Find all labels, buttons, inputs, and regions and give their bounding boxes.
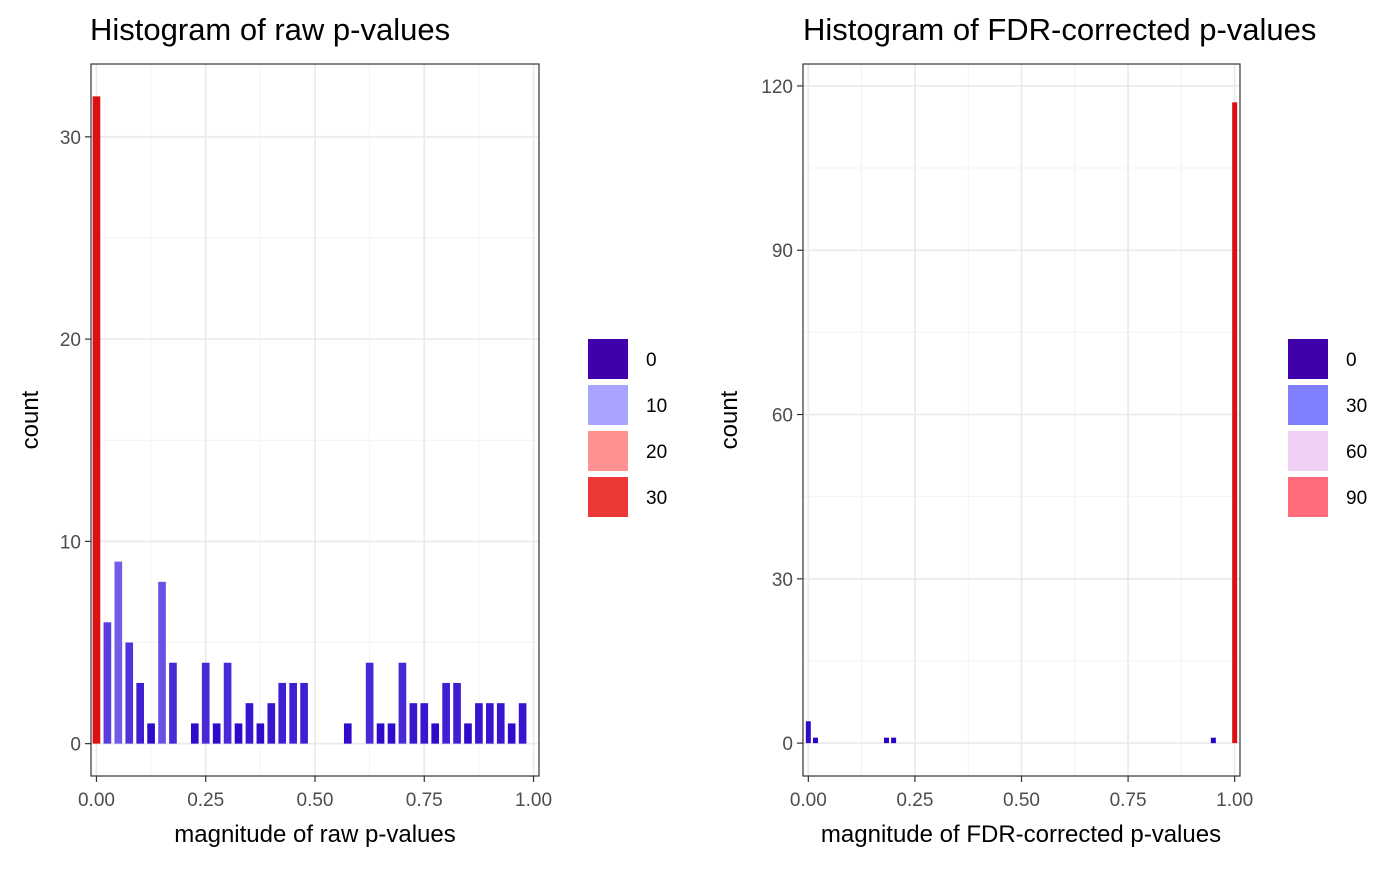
y-tick-label: 0 [782, 734, 793, 755]
histogram-bar [212, 723, 221, 744]
x-tick-label: 1.00 [1216, 790, 1253, 811]
histogram-bar [891, 737, 897, 744]
legend-label: 0 [646, 350, 657, 371]
legend-label: 30 [1346, 396, 1367, 417]
histogram-bar [92, 96, 101, 744]
histogram-bar [158, 581, 166, 744]
histogram-bar [805, 721, 811, 744]
legend: 0 10 20 30 [588, 339, 667, 517]
x-axis: 0.00 0.25 0.50 0.75 1.00 [790, 776, 1253, 811]
histogram-bar [486, 703, 494, 744]
chart-title: Histogram of FDR-corrected p-values [803, 12, 1316, 47]
histogram-bar [518, 703, 527, 744]
histogram-bar [147, 723, 155, 744]
x-axis: 0.00 0.25 0.50 0.75 1.00 [78, 776, 552, 811]
legend-label: 60 [1346, 442, 1367, 463]
raw-pvalues-panel: Histogram of raw p-values 0.00 0.25 0.50 0.… [17, 12, 667, 848]
histogram-bar [431, 723, 440, 744]
histogram-bar [387, 723, 396, 744]
y-tick-label: 10 [60, 532, 81, 553]
x-tick-label: 0.75 [406, 790, 443, 811]
histogram-bar [409, 703, 418, 744]
x-tick-label: 1.00 [515, 790, 552, 811]
histogram-bar [190, 723, 199, 744]
legend-key [588, 385, 628, 425]
legend-label: 90 [1346, 488, 1367, 509]
histogram-bar [883, 737, 889, 744]
legend-key [1288, 431, 1328, 471]
x-axis-title: magnitude of FDR-corrected p-values [821, 821, 1221, 848]
histogram-bar [267, 703, 276, 744]
y-tick-label: 60 [772, 406, 793, 427]
histogram-bar [256, 723, 265, 744]
histogram-bar [234, 723, 243, 744]
legend-label: 20 [646, 442, 667, 463]
y-axis-title: count [17, 390, 44, 449]
x-tick-label: 0.25 [187, 790, 224, 811]
y-tick-label: 30 [772, 570, 793, 591]
histogram-bar [507, 723, 516, 744]
x-tick-label: 0.50 [297, 790, 334, 811]
histogram-bar [289, 682, 297, 744]
legend-label: 0 [1346, 350, 1357, 371]
histogram-bar [475, 703, 483, 744]
bar-series [92, 96, 527, 744]
histogram-bar [496, 703, 505, 744]
histogram-bar [365, 662, 374, 744]
bar-series [805, 102, 1238, 744]
y-tick-label: 90 [772, 241, 793, 262]
histogram-bar [245, 703, 254, 744]
y-axis: 0 10 20 30 [60, 128, 91, 756]
y-axis: 0 30 60 90 120 [761, 77, 803, 755]
histogram-bar [812, 737, 818, 744]
histogram-bar [136, 682, 144, 744]
x-tick-label: 0.75 [1110, 790, 1147, 811]
legend: 0 30 60 90 [1288, 339, 1367, 517]
legend-key [588, 339, 628, 379]
histogram-bar [125, 642, 134, 744]
y-tick-label: 30 [60, 128, 81, 149]
x-tick-label: 0.00 [78, 790, 115, 811]
histogram-bar [442, 682, 450, 744]
histogram-bar [223, 662, 232, 744]
legend-key [588, 431, 628, 471]
legend-key [1288, 339, 1328, 379]
histogram-bar [114, 561, 123, 744]
chart-title: Histogram of raw p-values [90, 12, 450, 47]
histogram-bar [201, 662, 210, 744]
histogram-bar [1232, 102, 1238, 744]
x-tick-label: 0.50 [1003, 790, 1040, 811]
histogram-bar [278, 682, 287, 744]
histogram-bar [300, 682, 308, 744]
y-tick-label: 20 [60, 330, 81, 351]
legend-label: 30 [646, 488, 667, 509]
legend-key [1288, 477, 1328, 517]
histogram-bar [464, 723, 472, 744]
plot-grid [803, 64, 1240, 776]
y-tick-label: 0 [70, 735, 81, 756]
x-tick-label: 0.25 [896, 790, 933, 811]
histogram-bar [453, 682, 461, 744]
legend-key [1288, 385, 1328, 425]
x-axis-title: magnitude of raw p-values [174, 821, 455, 848]
legend-label: 10 [646, 396, 667, 417]
legend-key [588, 477, 628, 517]
y-axis-title: count [716, 390, 743, 449]
histogram-bar [103, 622, 112, 744]
histogram-bar [398, 662, 407, 744]
x-tick-label: 0.00 [790, 790, 827, 811]
histogram-bar [343, 723, 352, 744]
histogram-bar [420, 703, 429, 744]
histogram-bar [169, 662, 177, 744]
fdr-pvalues-panel: Histogram of FDR-corrected p-values 0.00… [716, 12, 1367, 848]
histogram-bar [376, 723, 385, 744]
y-tick-label: 120 [761, 77, 793, 98]
histogram-bar [1210, 737, 1216, 744]
